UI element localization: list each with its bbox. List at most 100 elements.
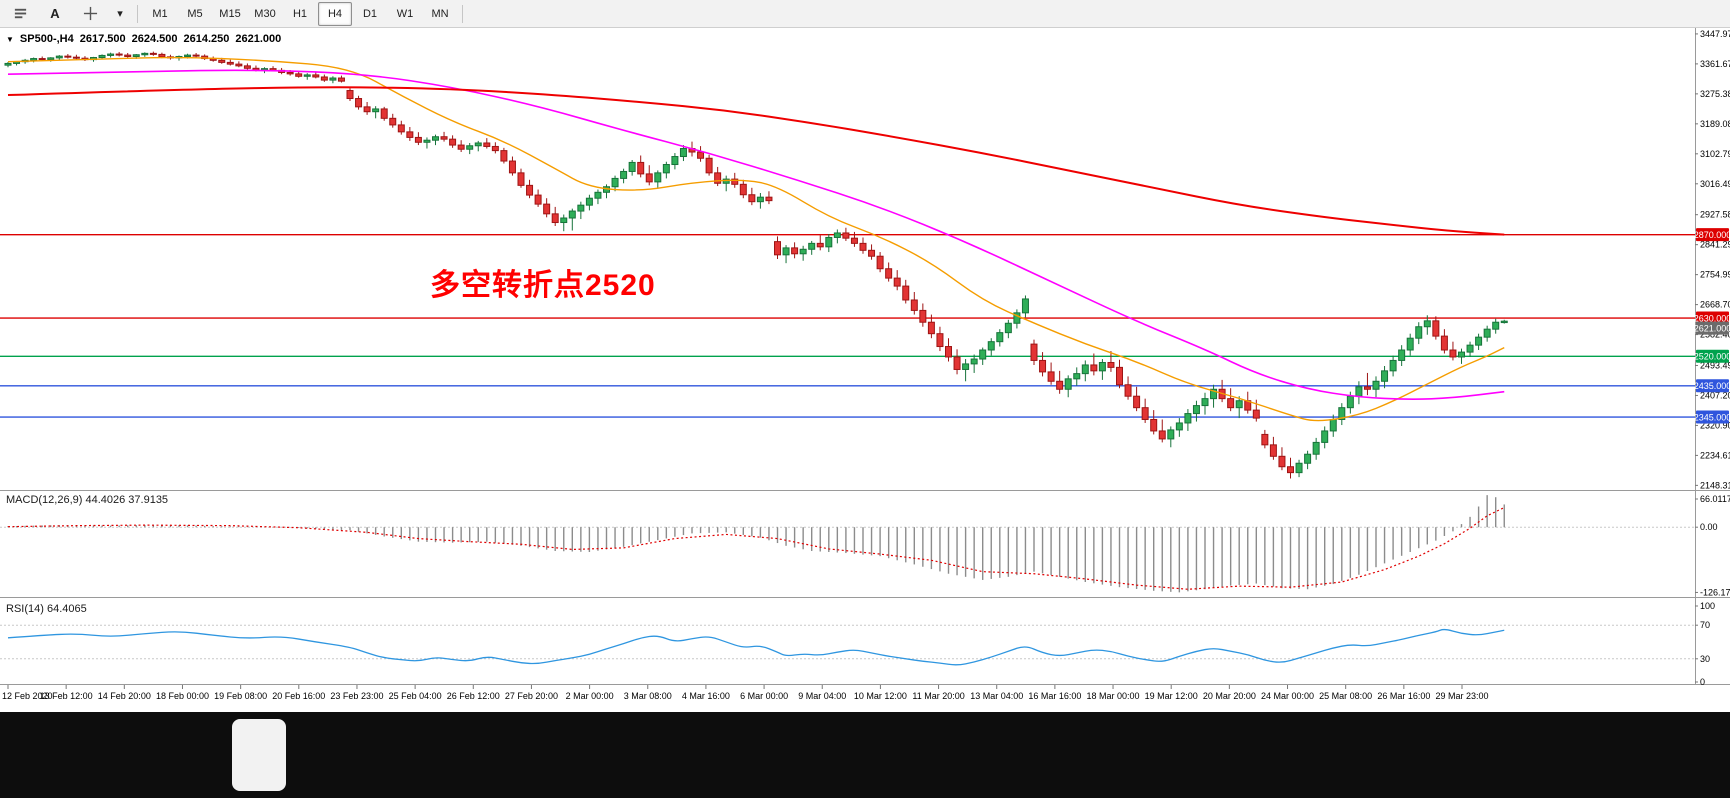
ohlc-close: 2621.000	[235, 33, 282, 45]
chart-header: ▼ SP500-,H4 2617.500 2624.500 2614.250 2…	[6, 33, 281, 45]
time-axis-label: 25 Mar 08:00	[1319, 691, 1372, 701]
tool-dropdown-caret[interactable]: ▾	[117, 8, 123, 20]
chart-list-glyph	[14, 8, 26, 19]
time-axis-label: 24 Mar 00:00	[1261, 691, 1314, 701]
chart-canvas[interactable]: 3447.970 3361.670 3275.380 3189.085 3102.790…	[0, 28, 1730, 712]
rsi-indicator-label: RSI(14) 64.4065	[6, 603, 87, 615]
price-axis-label: 2668.700	[1700, 300, 1730, 310]
time-axis-label: 19 Mar 12:00	[1145, 691, 1198, 701]
price-axis-label: 3447.970	[1700, 29, 1730, 39]
timeframe-button-w1[interactable]: W1	[396, 7, 414, 20]
price-tag-2621.000: 2621.000	[1694, 321, 1730, 335]
time-axis-label: 19 Feb 08:00	[214, 691, 267, 701]
time-axis-label: 26 Mar 16:00	[1377, 691, 1430, 701]
price-axis-label: 2754.995	[1700, 270, 1730, 280]
toolbar-separator	[137, 4, 138, 23]
macd-axis-label: 0.00	[1700, 522, 1718, 532]
time-axis-label: 23 Feb 23:00	[330, 691, 383, 701]
time-axis-label: 9 Mar 04:00	[798, 691, 846, 701]
price-scale[interactable]: 3447.970 3361.670 3275.380 3189.085 3102.790…	[1694, 29, 1730, 687]
time-axis-label: 13 Mar 04:00	[970, 691, 1023, 701]
timeframe-button-m15[interactable]: M15	[219, 7, 241, 20]
main-price-pane	[0, 51, 1695, 479]
macd-signal-line	[7, 507, 1505, 590]
price-tag-label: 2621.000	[1694, 323, 1730, 333]
timeframe-button-h4[interactable]: H4	[318, 1, 352, 26]
macd-axis-label: -126.173	[1700, 587, 1730, 597]
timeframe-button-m30[interactable]: M30	[254, 7, 276, 20]
price-tag-2345.000: 2345.000	[1694, 410, 1730, 424]
price-tag-2520.000: 2520.000	[1694, 349, 1730, 363]
price-tag-2435.000: 2435.000	[1694, 379, 1730, 393]
price-axis-label: 2927.585	[1700, 210, 1730, 220]
timeframe-button-mn[interactable]: MN	[431, 7, 449, 20]
rsi-axis-label: 0	[1700, 677, 1705, 687]
symbol-dropdown-icon[interactable]: ▼	[6, 34, 14, 44]
price-tag-2870.000: 2870.000	[1694, 228, 1730, 242]
price-axis-label: 3361.670	[1700, 59, 1730, 69]
crosshair-icon	[83, 6, 97, 21]
price-tag-label: 2870.000	[1694, 230, 1730, 240]
time-axis-label: 26 Feb 12:00	[447, 691, 500, 701]
price-axis-label: 2148.315	[1700, 480, 1730, 490]
timeframe-button-group: M1 M5 M15 M30 H1 H4 D1 W1 MN	[143, 1, 457, 26]
ohlc-high: 2624.500	[131, 33, 178, 45]
pivot-annotation-text: 多空转折点2520	[430, 269, 656, 302]
ma-medium-magenta	[7, 69, 1505, 400]
timeframe-button-d1[interactable]: D1	[362, 7, 378, 20]
time-axis-label: 2 Mar 00:00	[566, 691, 614, 701]
time-axis-label: 10 Mar 12:00	[854, 691, 907, 701]
timeframe-button-m1[interactable]: M1	[152, 7, 168, 20]
ohlc-open: 2617.500	[79, 33, 126, 45]
macd-indicator-label: MACD(12,26,9) 44.4026 37.9135	[6, 494, 169, 506]
crosshair-tool-button[interactable]	[73, 2, 107, 26]
rsi-axis-label: 100	[1700, 601, 1715, 611]
price-tag-label: 2630.000	[1694, 313, 1730, 323]
time-axis-label: 6 Mar 00:00	[740, 691, 788, 701]
text-tool-button[interactable]: A	[50, 6, 60, 21]
time-axis-label: 18 Feb 00:00	[156, 691, 209, 701]
price-tag-label: 2345.000	[1694, 412, 1730, 422]
price-axis-label: 3016.495	[1700, 179, 1730, 189]
toolbar-separator	[462, 4, 463, 23]
ohlc-low: 2614.250	[183, 33, 230, 45]
price-axis-label: 3189.085	[1700, 119, 1730, 129]
taskbar-highlight-item[interactable]	[232, 719, 286, 791]
price-tag-label: 2520.000	[1694, 351, 1730, 361]
timeframe-button-h1[interactable]: H1	[292, 7, 308, 20]
macd-pane	[0, 495, 1695, 593]
price-axis-label: 2407.200	[1700, 390, 1730, 400]
symbol-period-label: SP500-,H4	[19, 33, 74, 45]
time-axis-label: 29 Mar 23:00	[1435, 691, 1488, 701]
price-tag-2630.000: 2630.000	[1694, 311, 1730, 325]
time-axis-label: 16 Mar 16:00	[1028, 691, 1081, 701]
price-axis-label: 2493.495	[1700, 360, 1730, 370]
time-axis-label: 25 Feb 04:00	[389, 691, 442, 701]
taskbar	[0, 712, 1730, 798]
time-axis-label: 13 Feb 12:00	[40, 691, 93, 701]
time-axis-label: 20 Mar 20:00	[1203, 691, 1256, 701]
price-axis-label: 2841.290	[1700, 240, 1730, 250]
toolbar: A ▾ M1 M5 M15 M30 H1 H4 D1 W1 MN	[0, 0, 1730, 28]
chart-area: 3447.970 3361.670 3275.380 3189.085 3102.790…	[0, 28, 1730, 712]
price-axis-label: 2234.610	[1700, 450, 1730, 460]
rsi-axis-label: 30	[1700, 654, 1710, 664]
time-axis-label: 12 Feb 2020	[2, 691, 53, 701]
price-axis-label: 2320.905	[1700, 420, 1730, 430]
time-axis-label: 4 Mar 16:00	[682, 691, 730, 701]
ma-slow-red	[7, 86, 1505, 236]
time-axis-label: 20 Feb 16:00	[272, 691, 325, 701]
time-axis-label: 11 Mar 20:00	[912, 691, 964, 701]
price-axis-label: 3275.380	[1700, 89, 1730, 99]
ma-fast-orange	[7, 56, 1505, 422]
price-tag-label: 2435.000	[1694, 381, 1730, 391]
timeframe-button-m5[interactable]: M5	[187, 7, 203, 20]
time-axis-label: 27 Feb 20:00	[505, 691, 558, 701]
price-axis-label: 3102.790	[1700, 149, 1730, 159]
time-axis-label: 14 Feb 20:00	[98, 691, 151, 701]
time-axis-label: 3 Mar 08:00	[624, 691, 672, 701]
rsi-line	[7, 628, 1505, 666]
chart-list-icon[interactable]	[3, 2, 37, 26]
